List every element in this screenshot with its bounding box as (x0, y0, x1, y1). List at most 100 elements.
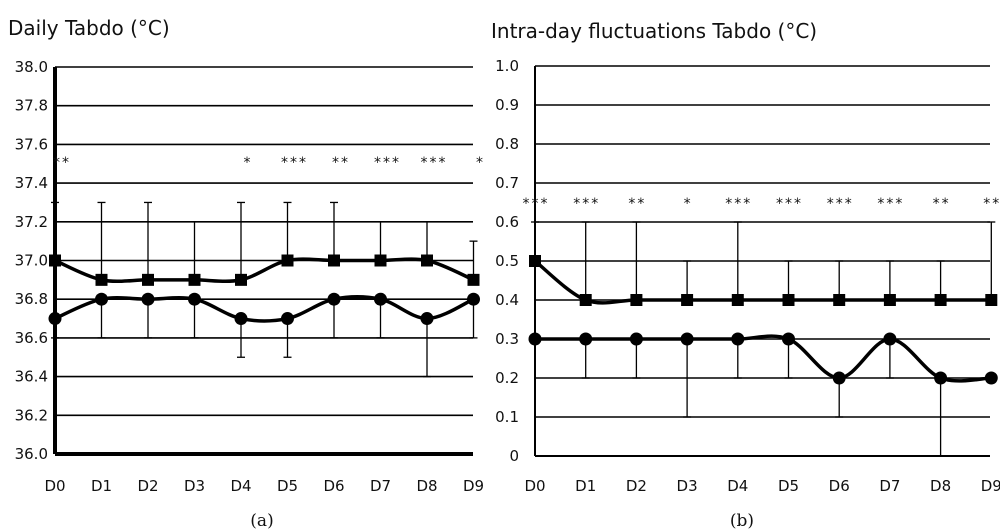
chart-b-y-tick-label: 0.8 (495, 135, 519, 153)
chart-b-x-tick-label: D4 (727, 477, 748, 495)
chart-b-series-2-point (934, 371, 948, 385)
chart-b-series-1-point (883, 294, 896, 306)
chart-a-series-2-point (95, 292, 108, 306)
chart-a-x-tick-label: D2 (137, 477, 158, 495)
chart-b-series-1-point (934, 294, 947, 306)
chart-b-caption: (b) (730, 511, 754, 531)
chart-b-significance-label: *** (725, 196, 752, 212)
chart-b-x-tick-label: D3 (677, 477, 698, 495)
chart-b-series-2-point (883, 332, 897, 346)
chart-a-significance-label: *** (421, 155, 448, 171)
chart-a-x-tick-label: D1 (91, 477, 112, 495)
chart-a-significance-label: *** (281, 155, 308, 171)
chart-b-y-tick-label: 0.4 (495, 291, 519, 309)
chart-a-series-1-point (328, 254, 340, 267)
chart-b-significance-label: *** (573, 196, 600, 212)
chart-a-y-tick-label: 37.0 (15, 252, 48, 270)
chart-b-series-1-point (985, 294, 998, 306)
chart-b-x-tick-label: D2 (626, 477, 647, 495)
chart-a-y-tick-label: 38.0 (15, 58, 48, 76)
chart-b-y-tick-label: 0.9 (495, 96, 519, 114)
chart-b-x-tick-label: D1 (575, 477, 596, 495)
chart-a-x-tick-label: D9 (463, 477, 484, 495)
chart-b-series-1-point (681, 294, 694, 306)
chart-a-y-tick-label: 36.4 (15, 368, 48, 386)
chart-a-series-1-point (235, 273, 247, 286)
chart-b-x-tick-label: D5 (778, 477, 799, 495)
chart-a-series-2-point (374, 292, 387, 306)
chart-a-title: Daily Tabdo (°C) (8, 16, 170, 40)
chart-a-significance-label: ** (53, 155, 71, 171)
chart-a-series-2-point (281, 312, 294, 326)
chart-b-series-1-point (782, 294, 795, 306)
chart-a-y-tick-label: 37.2 (15, 213, 48, 231)
chart-a-x-tick-label: D3 (184, 477, 205, 495)
chart-a-series-2-point (141, 292, 155, 306)
chart-b-y-tick-label: 0 (509, 447, 519, 465)
chart-b-x-tick-label: D7 (879, 477, 900, 495)
chart-a-y-tick-label: 37.6 (15, 135, 48, 153)
chart-a-significance-label: * (476, 155, 485, 171)
chart-b-significance-label: ** (933, 196, 951, 212)
chart-b-significance-label: ** (628, 196, 646, 212)
chart-b-title: Intra-day fluctuations Tabdo (°C) (491, 19, 817, 43)
chart-a-x-tick-label: D0 (44, 477, 65, 495)
chart-a-x-tick-label: D8 (416, 477, 437, 495)
chart-b-significance-label: *** (827, 196, 854, 212)
chart-a-y-tick-label: 37.4 (15, 174, 48, 192)
chart-b-y-tick-label: 0.1 (495, 408, 519, 426)
chart-b-series-1-point (529, 255, 541, 267)
chart-a-series-1-point (421, 254, 433, 267)
chart-a-series-1-point (467, 273, 480, 286)
panel-b: Intra-day fluctuations Tabdo (°C) (b) 0 0… (491, 19, 1000, 531)
chart-b-y-tick-label: 1.0 (495, 57, 519, 75)
chart-b-series-2-point (782, 332, 795, 346)
chart-a-significance-label: ** (332, 155, 350, 171)
chart-a-series-1-point (281, 254, 294, 267)
chart-a-series-1-point (49, 254, 61, 267)
chart-a-series-1-point (142, 273, 154, 286)
chart-b-x-tick-label: D6 (829, 477, 850, 495)
chart-a-x-tick-label: D5 (277, 477, 298, 495)
chart-a-series-2-point (188, 292, 201, 306)
chart-a-y-tick-label: 36.8 (15, 290, 48, 308)
chart-b-y-tick-label: 0.7 (495, 174, 519, 192)
chart-b-y-tick-label: 0.3 (495, 330, 519, 348)
chart-a-series-2-point (327, 292, 341, 306)
chart-a-series-2-point (48, 312, 62, 326)
chart-a-series-1-point (374, 254, 387, 267)
chart-a-series-1-point (95, 273, 108, 286)
chart-b-series-1-line (533, 259, 992, 305)
chart-b-series-2-point (731, 332, 745, 346)
chart-b-series-1-point (731, 294, 744, 306)
chart-b-series-1-point (630, 294, 643, 306)
chart-b-series-2-line (535, 334, 992, 383)
chart-b-series-1-point (579, 294, 592, 306)
chart-a-x-tick-label: D6 (323, 477, 344, 495)
chart-b-significance-label: *** (776, 196, 803, 212)
chart-a-caption: (a) (250, 511, 273, 531)
chart-b-y-tick-label: 0.5 (495, 252, 519, 270)
chart-b-significance-label: *** (523, 196, 550, 212)
chart-b-series-2-point (629, 332, 643, 346)
chart-a-series-2-point (234, 312, 248, 326)
chart-b-y-tick-label: 0.2 (495, 369, 519, 387)
chart-b-y-tick-label: 0.6 (495, 213, 519, 231)
chart-b-significance-label: *** (877, 196, 904, 212)
chart-a-series-2-point (467, 292, 480, 306)
chart-a-y-tick-label: 36.0 (15, 445, 48, 463)
chart-b-series-2-point (528, 332, 542, 346)
chart-a-significance-label: * (244, 155, 253, 171)
chart-b-series-2-point (832, 371, 846, 385)
chart-a-x-tick-label: D4 (230, 477, 251, 495)
chart-b-series-1-point (833, 294, 846, 306)
chart-a-series-1-line (54, 257, 475, 284)
chart-a-y-tick-label: 37.8 (15, 97, 48, 115)
chart-a-series-2-point (420, 312, 434, 326)
chart-a-significance-label: *** (374, 155, 401, 171)
chart-b-significance-label: * (684, 196, 693, 212)
chart-b-series-2-point (579, 332, 593, 346)
chart-a-y-tick-label: 36.6 (15, 329, 48, 347)
panel-a: Daily Tabdo (°C) (a) 36.0 36.2 36.4 36.6 36.… (8, 16, 485, 531)
